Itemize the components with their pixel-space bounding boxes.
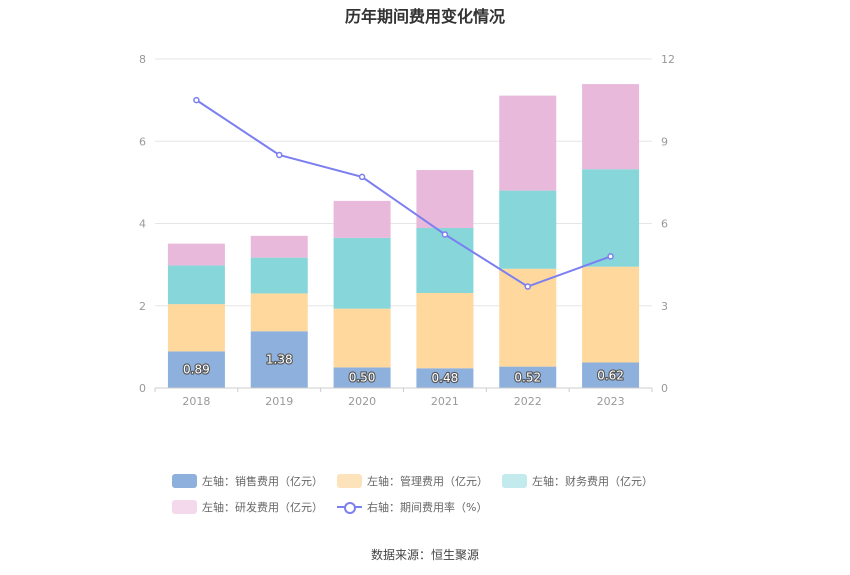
bar-segment (167, 243, 225, 266)
legend-swatch (172, 474, 197, 488)
rate-point (358, 173, 366, 181)
bar-segment (167, 351, 225, 388)
bar-segment (416, 368, 474, 388)
bar-segment (416, 170, 474, 229)
x-tick-label: 2022 (514, 395, 542, 408)
right-tick-label: 0 (661, 382, 668, 395)
bar-value-label: 0.50 (349, 371, 376, 385)
right-tick-label: 6 (661, 218, 668, 231)
right-tick-label: 12 (661, 53, 675, 66)
left-tick-label: 6 (139, 135, 146, 148)
legend-item[interactable]: 左轴：财务费用（亿元） (502, 473, 653, 489)
legend-swatch (337, 474, 362, 488)
chart-legend: 左轴：销售费用（亿元） 左轴：管理费用（亿元） 左轴：财务费用（亿元） 左轴：研发费… (172, 470, 692, 522)
bar-segment (333, 200, 391, 238)
bar-segment (333, 367, 391, 388)
gridlines (155, 58, 652, 307)
bar-segment (499, 190, 557, 269)
legend-label: 左轴：财务费用（亿元） (532, 475, 653, 488)
bar-value-label: 0.52 (514, 370, 541, 384)
left-tick-label: 0 (139, 382, 146, 395)
bar-segment (499, 95, 557, 191)
rate-point (524, 283, 531, 290)
bar-segment (167, 304, 225, 352)
x-tick-label: 2020 (348, 395, 376, 408)
right-tick-label: 9 (661, 135, 668, 148)
left-tick-label: 8 (139, 53, 146, 66)
left-tick-label: 2 (139, 300, 146, 313)
line-marker-icon (337, 500, 362, 514)
rate-point (441, 231, 449, 238)
bar-value-label: 0.62 (597, 368, 624, 382)
bar-segment (416, 228, 474, 294)
legend-label: 左轴：研发费用（亿元） (202, 501, 323, 514)
legend-item[interactable]: 左轴：销售费用（亿元） (172, 473, 323, 489)
bar-segment (582, 169, 640, 267)
bar-segment (167, 265, 225, 305)
rate-point (607, 253, 614, 260)
x-tick-label: 2018 (182, 395, 210, 408)
bar-segment (250, 235, 308, 258)
rate-point (276, 151, 283, 159)
x-tick-label: 2019 (265, 395, 293, 408)
bar-segment (250, 257, 308, 294)
bar-segment (250, 293, 308, 332)
bar-segment (582, 84, 640, 170)
left-tick-label: 4 (139, 218, 146, 231)
bar-segment (333, 237, 391, 309)
legend-row: 左轴：销售费用（亿元） 左轴：管理费用（亿元） 左轴：财务费用（亿元） (172, 470, 692, 492)
legend-swatch (502, 474, 527, 488)
rate-line (195, 99, 611, 288)
legend-row: 左轴：研发费用（亿元） 右轴：期间费用率（%） (172, 496, 692, 518)
bar-segment (416, 293, 474, 369)
data-source: 数据来源：恒生聚源 (370, 548, 479, 562)
legend-label: 右轴：期间费用率（%） (367, 501, 488, 514)
bar-segment (499, 366, 557, 388)
bar-segment (582, 362, 640, 388)
axes: 0 2 4 6 8 0 3 6 9 12 2018 2019 2020 2021 2022 2023 (139, 53, 675, 408)
bar-segment (582, 266, 640, 363)
bar-value-label: 0.89 (183, 363, 210, 377)
rate-point (193, 96, 200, 104)
chart-title: 历年期间费用变化情况 (344, 7, 505, 26)
bar-value-label: 1.38 (266, 353, 293, 367)
legend-label: 左轴：管理费用（亿元） (367, 475, 488, 488)
legend-item[interactable]: 右轴：期间费用率（%） (337, 499, 487, 515)
chart-plot-area: 0.89 1.38 0.50 0.48 0.52 0.62 0 2 4 6 8 0 3 6 9 12 2018… (139, 53, 675, 408)
bar-segment (250, 331, 308, 388)
legend-label: 左轴：销售费用（亿元） (202, 475, 323, 488)
x-tick-label: 2021 (431, 395, 459, 408)
bar-segment (333, 308, 391, 368)
x-tick-label: 2023 (597, 395, 625, 408)
bar-series: 0.89 1.38 0.50 0.48 0.52 0.62 (167, 84, 640, 388)
bar-value-label: 0.48 (432, 371, 459, 385)
right-tick-label: 3 (661, 300, 668, 313)
legend-item[interactable]: 左轴：管理费用（亿元） (337, 473, 488, 489)
legend-swatch (172, 500, 197, 514)
legend-item[interactable]: 左轴：研发费用（亿元） (172, 499, 323, 515)
line-series (193, 96, 614, 290)
